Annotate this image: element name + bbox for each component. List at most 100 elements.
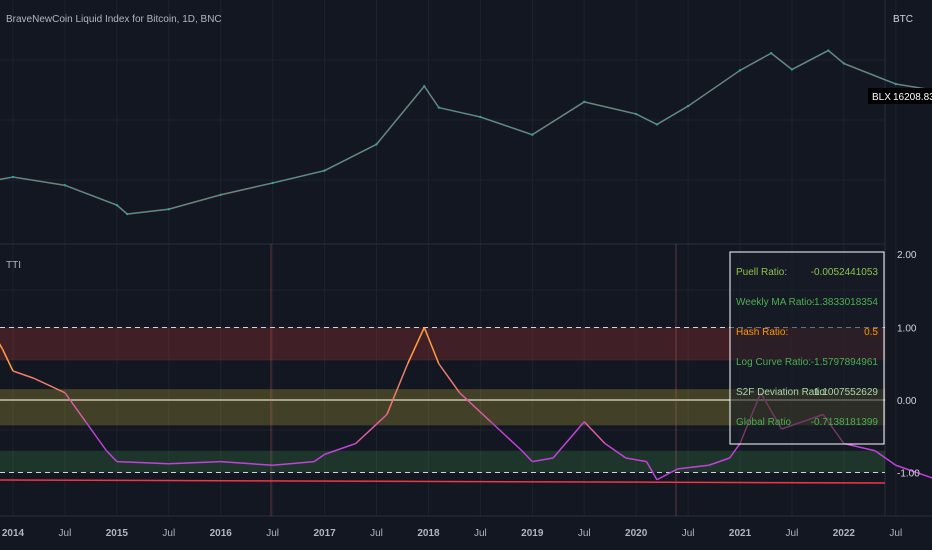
price-point [126, 212, 129, 216]
price-point [769, 52, 773, 55]
ratio-label: Weekly MA Ratio: [736, 297, 815, 308]
tti-segment [85, 421, 108, 452]
tti-segment [729, 443, 741, 459]
price-point [63, 184, 67, 187]
tti-segment [355, 413, 388, 445]
price-point [219, 193, 222, 197]
tti-segment [33, 377, 66, 394]
currency-label: BTC [893, 14, 913, 25]
ratio-label: Hash Ratio: [736, 327, 788, 338]
tti-segment [843, 442, 876, 452]
tti-segment [313, 453, 326, 463]
x-tick-label: 2019 [521, 528, 544, 539]
tti-segment [490, 421, 523, 452]
tti-y-axis: 2.00 1.00 0.00 -1.00 [897, 250, 920, 480]
ratio-label: Global Ratio [736, 417, 791, 428]
x-tick-label: 2017 [313, 528, 336, 539]
price-point [842, 62, 846, 65]
price-point [827, 49, 830, 52]
price-point [790, 68, 794, 71]
tti-segment [895, 464, 932, 479]
time-axis: 2014 Jul 2015 Jul 2016 Jul 2017 Jul 2018 Jul 2019 J… [2, 528, 902, 539]
ratio-label: Log Curve Ratio: [736, 357, 811, 368]
tti-segment [438, 363, 461, 394]
x-tick-label: Jul [162, 528, 175, 539]
price-point [323, 169, 326, 172]
x-tick-label: Jul [786, 528, 799, 539]
x-tick-label: 2015 [106, 528, 129, 539]
tti-segment [521, 450, 533, 463]
tti-segment [406, 327, 425, 365]
tti-segment [220, 460, 273, 466]
tti-segment [552, 421, 585, 459]
price-point [531, 133, 534, 136]
tti-segment [105, 450, 118, 463]
x-tick-label: Jul [59, 528, 72, 539]
price-tag-bg [868, 88, 932, 104]
price-series [0, 49, 932, 216]
ratio-table: Puell Ratio: -0.0052441053 Weekly MA Ratio… [729, 251, 885, 445]
tti-segment [423, 327, 440, 365]
price-point [686, 104, 690, 108]
tti-segment [12, 370, 35, 379]
price-point [11, 175, 15, 179]
tti-segment [583, 421, 606, 445]
y-tick-label: 2.00 [897, 250, 917, 261]
x-tick-label: 2021 [729, 528, 752, 539]
tti-segment [677, 464, 709, 470]
tti-segment [0, 343, 4, 350]
price-point [167, 208, 170, 211]
price-tag-value: 16208.83 [893, 92, 932, 103]
price-point [423, 85, 426, 88]
ratio-value: 0.5 [864, 327, 878, 338]
tti-segment [1, 348, 14, 372]
bottom-threshold-line [0, 479, 886, 484]
price-point [894, 82, 898, 86]
x-tick-label: Jul [266, 528, 279, 539]
x-tick-label: Jul [889, 528, 902, 539]
tti-segment [324, 442, 356, 456]
tti-segment [168, 460, 221, 465]
price-point [375, 143, 378, 146]
ratio-value: -1.3833018354 [811, 297, 879, 308]
price-point [655, 123, 659, 126]
ratio-label: S2F Deviation Ratio: [736, 387, 828, 398]
price-point [583, 100, 586, 104]
x-tick-label: Jul [578, 528, 591, 539]
price-tag-symbol: BLX [872, 92, 891, 103]
y-tick-label: 0.00 [897, 396, 917, 407]
tti-segment [604, 442, 627, 459]
x-tick-label: Jul [682, 528, 695, 539]
price-point [271, 181, 274, 185]
indicator-label: TTI [6, 260, 21, 271]
x-tick-label: 2014 [2, 528, 25, 539]
tti-segment [532, 457, 554, 463]
tti-segment [272, 460, 315, 466]
price-point [115, 203, 119, 207]
x-tick-label: 2020 [625, 528, 648, 539]
x-tick-label: Jul [474, 528, 487, 539]
tti-segment [459, 392, 492, 423]
price-point [437, 106, 441, 109]
ratio-value: -1.5797894961 [811, 357, 879, 368]
symbol-title: BraveNewCoin Liquid Index for Bitcoin, 1… [6, 14, 222, 25]
tti-segment [64, 392, 87, 423]
tti-segment [625, 457, 647, 463]
tti-segment [645, 461, 658, 481]
ratio-value: -0.7138181399 [811, 417, 879, 428]
tti-segment [656, 468, 679, 481]
tti-segment [708, 457, 730, 466]
ratio-value: -0.0052441053 [811, 267, 879, 278]
price-point [479, 115, 482, 119]
y-tick-label: 1.00 [897, 324, 917, 335]
ratio-band [0, 450, 885, 473]
x-tick-label: Jul [370, 528, 383, 539]
x-tick-label: 2022 [833, 528, 856, 539]
ratio-value: 1.1007552629 [814, 387, 878, 398]
ratio-label: Puell Ratio: [736, 267, 787, 278]
y-tick-label: -1.00 [897, 469, 920, 480]
tti-segment [386, 363, 409, 415]
tti-segment [116, 460, 169, 465]
tti-segment [874, 450, 897, 466]
